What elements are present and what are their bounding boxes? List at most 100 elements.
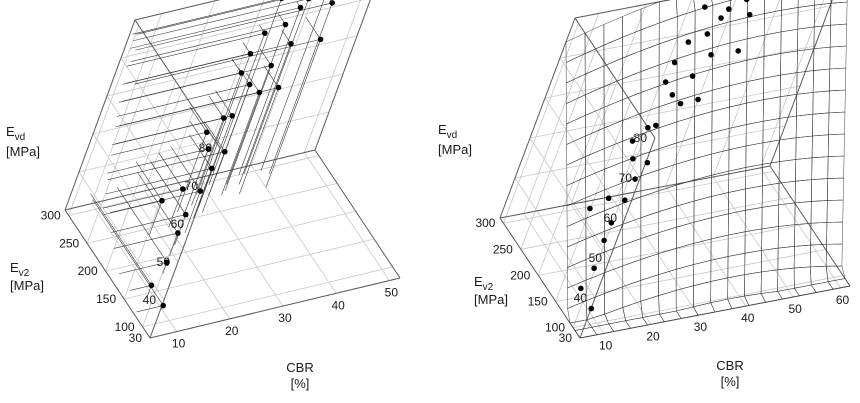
surface-cell bbox=[827, 178, 843, 200]
scatter-projection-line bbox=[216, 91, 233, 116]
surface-cell bbox=[676, 201, 694, 227]
gridline-floor bbox=[304, 153, 389, 281]
surface-cell bbox=[780, 94, 797, 118]
scatter-point-24 bbox=[298, 5, 304, 11]
surface-point-21 bbox=[735, 48, 741, 54]
scatter-projection-line bbox=[114, 233, 178, 248]
x-tick-label: 30 bbox=[278, 311, 292, 325]
surface-cell bbox=[570, 320, 592, 331]
surface-cell bbox=[641, 44, 659, 72]
surface-cell bbox=[796, 92, 813, 116]
scatter-point-22 bbox=[262, 30, 268, 36]
scatter-point-15 bbox=[276, 85, 282, 91]
surface-cell bbox=[763, 140, 780, 164]
surface-cell bbox=[641, 212, 659, 239]
scatter-point-12 bbox=[221, 115, 227, 121]
gridline-floor bbox=[198, 178, 283, 306]
x-tick-label: 50 bbox=[788, 302, 802, 316]
surface-cell bbox=[604, 58, 623, 87]
gridline-side-wall bbox=[79, 172, 164, 300]
z-tick-label: 70 bbox=[619, 171, 633, 185]
surface-cell bbox=[781, 51, 798, 75]
x-tick-label: 20 bbox=[646, 329, 660, 343]
x-tick-label: 10 bbox=[599, 338, 613, 352]
surface-cell bbox=[814, 47, 831, 70]
surface-cell bbox=[827, 200, 843, 222]
axis-box-edge bbox=[150, 278, 400, 338]
surface-cell bbox=[746, 121, 763, 146]
scatter-drop-line bbox=[177, 132, 206, 212]
surface-cell bbox=[604, 17, 623, 46]
surface-cell bbox=[794, 267, 811, 288]
surface-cell bbox=[623, 51, 641, 79]
z-axis-unit: [MPa] bbox=[438, 142, 472, 157]
surface-cell bbox=[728, 232, 745, 257]
y-tick-label: 250 bbox=[59, 236, 79, 250]
y-axis-title: Ev2 bbox=[10, 260, 30, 279]
surface-cell bbox=[828, 134, 844, 157]
surface-cell bbox=[779, 159, 796, 183]
surface-cell bbox=[623, 260, 641, 287]
surface-point-28 bbox=[744, 0, 750, 2]
surface-cell bbox=[746, 100, 763, 125]
surface-cell bbox=[659, 206, 677, 233]
surface-cell bbox=[795, 201, 812, 224]
surface-point-7 bbox=[622, 197, 628, 203]
gridline-side-wall bbox=[93, 134, 178, 262]
gridline-floor bbox=[761, 168, 841, 288]
surface-cell bbox=[828, 156, 844, 179]
scatter-point-9 bbox=[222, 149, 228, 155]
surface-cell bbox=[676, 0, 695, 17]
surface-cell bbox=[812, 157, 828, 180]
scatter-point-5 bbox=[159, 198, 165, 204]
surface-cell bbox=[780, 116, 797, 140]
scatter-point-14 bbox=[257, 90, 263, 96]
surface-cell bbox=[763, 97, 780, 121]
scatter-point-18 bbox=[268, 63, 274, 69]
surface-point-3 bbox=[601, 238, 607, 244]
surface-point-1 bbox=[578, 286, 584, 292]
surface-cell bbox=[812, 135, 828, 158]
surface-cell bbox=[729, 146, 746, 171]
surface-cell bbox=[604, 120, 623, 148]
surface-point-18 bbox=[690, 73, 696, 79]
surface-cell bbox=[641, 23, 659, 51]
scatter-point-23 bbox=[283, 22, 289, 28]
y-axis-title-main: E bbox=[474, 274, 483, 289]
gridline-floor bbox=[143, 267, 393, 327]
surface-cell bbox=[623, 9, 641, 37]
y-tick-label: 300 bbox=[475, 216, 495, 230]
surface-point-19 bbox=[672, 60, 678, 66]
surface-cell bbox=[778, 203, 795, 227]
surface-cell bbox=[623, 280, 641, 307]
x-axis-title: CBR bbox=[286, 360, 313, 375]
surface-cell bbox=[728, 275, 745, 300]
scatter-point-2 bbox=[164, 259, 170, 265]
surface-cell bbox=[831, 2, 848, 25]
surface-point-22 bbox=[686, 39, 692, 45]
surface-cell bbox=[762, 183, 779, 207]
surface-cell bbox=[797, 71, 814, 95]
scatter-point-4 bbox=[183, 212, 189, 218]
scatter-point-1 bbox=[149, 283, 155, 289]
surface-cell bbox=[813, 91, 830, 114]
gridline-floor bbox=[573, 276, 843, 328]
scatter-drop-line bbox=[239, 8, 301, 175]
axis-box-edge bbox=[575, 18, 655, 138]
surface-cell bbox=[695, 48, 713, 74]
surface-cell bbox=[746, 143, 763, 168]
surface-cell bbox=[641, 86, 659, 114]
surface-cell bbox=[830, 24, 847, 47]
x-axis-unit: [%] bbox=[721, 374, 740, 389]
surface-cell bbox=[794, 223, 811, 246]
scatter-drop-line bbox=[149, 201, 162, 235]
surface-cell bbox=[729, 103, 746, 128]
surface-cell bbox=[659, 122, 677, 149]
surface-point-9 bbox=[645, 160, 651, 166]
scatter-drop-line bbox=[169, 233, 177, 256]
surface-point-25 bbox=[747, 12, 753, 18]
surface-cell bbox=[795, 158, 812, 181]
surface-cell bbox=[829, 68, 845, 91]
x-axis-unit: [%] bbox=[291, 376, 310, 391]
surface-cell bbox=[829, 112, 845, 135]
